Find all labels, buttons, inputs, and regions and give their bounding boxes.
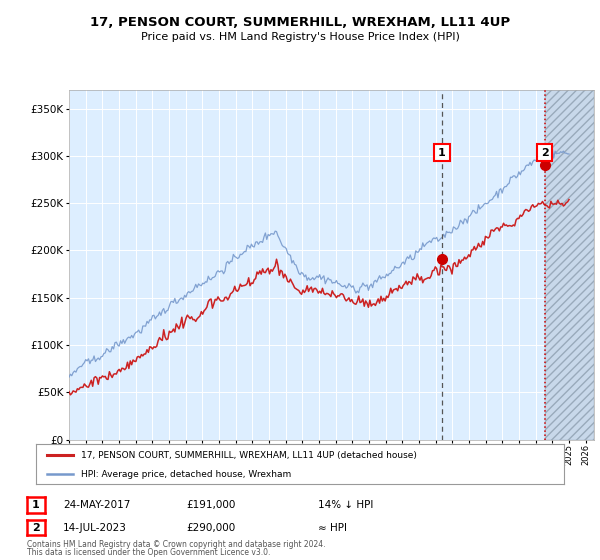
Text: 14% ↓ HPI: 14% ↓ HPI — [318, 500, 373, 510]
Text: 17, PENSON COURT, SUMMERHILL, WREXHAM, LL11 4UP: 17, PENSON COURT, SUMMERHILL, WREXHAM, L… — [90, 16, 510, 29]
Bar — [545, 90, 594, 440]
Text: 2: 2 — [32, 522, 40, 533]
Text: This data is licensed under the Open Government Licence v3.0.: This data is licensed under the Open Gov… — [27, 548, 271, 557]
Text: Price paid vs. HM Land Registry's House Price Index (HPI): Price paid vs. HM Land Registry's House … — [140, 32, 460, 43]
Text: 1: 1 — [32, 500, 40, 510]
Text: Contains HM Land Registry data © Crown copyright and database right 2024.: Contains HM Land Registry data © Crown c… — [27, 540, 325, 549]
Text: 17, PENSON COURT, SUMMERHILL, WREXHAM, LL11 4UP (detached house): 17, PENSON COURT, SUMMERHILL, WREXHAM, L… — [81, 451, 417, 460]
Bar — [545, 90, 594, 440]
Text: ≈ HPI: ≈ HPI — [318, 522, 347, 533]
Text: £290,000: £290,000 — [186, 522, 235, 533]
Text: 24-MAY-2017: 24-MAY-2017 — [63, 500, 130, 510]
Text: £191,000: £191,000 — [186, 500, 235, 510]
Text: HPI: Average price, detached house, Wrexham: HPI: Average price, detached house, Wrex… — [81, 470, 291, 479]
Text: 2: 2 — [541, 148, 548, 157]
Text: 1: 1 — [438, 148, 446, 157]
Text: 14-JUL-2023: 14-JUL-2023 — [63, 522, 127, 533]
